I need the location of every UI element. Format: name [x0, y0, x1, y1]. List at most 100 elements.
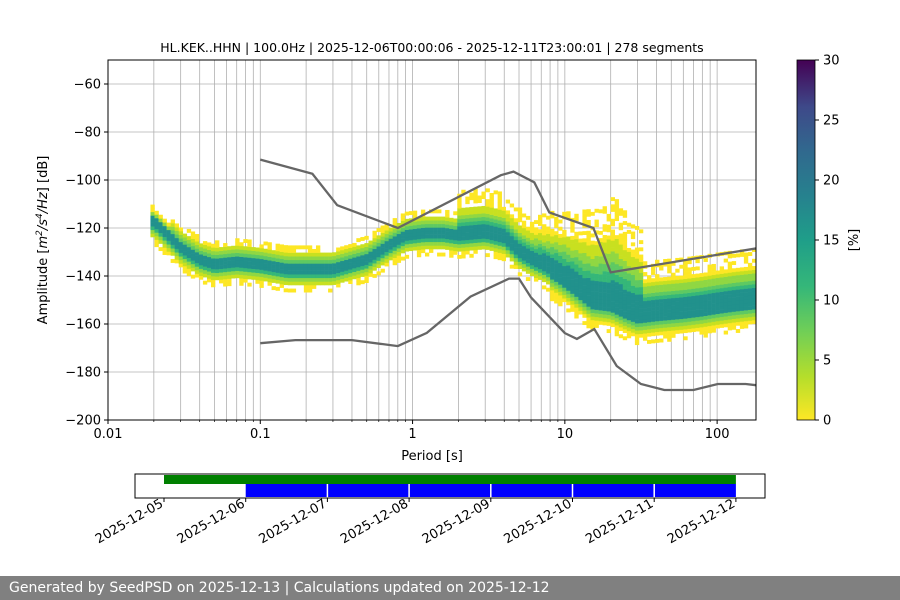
psd-cell	[727, 301, 733, 306]
psd-cell	[602, 263, 607, 268]
psd-cell	[715, 324, 720, 329]
psd-cell	[618, 251, 624, 256]
psd-cell	[715, 284, 720, 289]
psd-cell	[699, 323, 704, 328]
psd-cell	[578, 299, 583, 304]
psd-cell	[691, 313, 696, 318]
psd-cell	[348, 244, 353, 248]
psd-cell	[655, 331, 660, 336]
psd-cell	[570, 228, 575, 233]
psd-cell	[303, 285, 309, 289]
psd-cell	[634, 287, 640, 292]
psd-cell	[703, 333, 708, 338]
psd-cell	[291, 274, 297, 279]
psd-cell	[743, 320, 749, 325]
psd-cell	[162, 251, 167, 255]
psd-cell	[525, 215, 531, 220]
psd-cell	[219, 279, 224, 284]
psd-cell	[388, 231, 393, 236]
psd-cell	[429, 249, 434, 253]
psd-cell	[711, 271, 716, 276]
psd-cell	[384, 258, 389, 263]
psd-cell	[348, 265, 353, 270]
date-tick-label: 2025-12-10	[502, 496, 575, 547]
psd-cell	[352, 268, 357, 273]
psd-cell	[517, 218, 523, 223]
psd-cell	[683, 314, 688, 319]
psd-cell	[626, 334, 632, 339]
psd-cell	[610, 258, 616, 263]
psd-cell	[239, 267, 244, 272]
psd-cell	[586, 281, 591, 286]
psd-cell	[594, 244, 599, 249]
psd-cell	[348, 254, 353, 259]
psd-cell	[388, 256, 393, 261]
psd-cell	[271, 253, 276, 258]
psd-cell	[420, 209, 426, 214]
psd-cell	[178, 252, 184, 257]
psd-cell	[630, 332, 636, 337]
psd-cell	[566, 290, 571, 295]
psd-cell	[590, 309, 595, 314]
psd-cell	[586, 320, 591, 325]
psd-cell	[501, 235, 507, 240]
psd-cell	[396, 244, 402, 249]
psd-cell	[743, 317, 749, 322]
psd-cell	[505, 213, 511, 218]
psd-cell	[634, 290, 640, 295]
psd-cell	[638, 330, 644, 335]
psd-cell	[687, 289, 692, 293]
psd-cell	[562, 262, 567, 267]
psd-cell	[671, 305, 676, 310]
psd-cell	[570, 221, 575, 226]
psd-cell	[408, 247, 414, 252]
psd-cell	[642, 336, 648, 341]
psd-cell	[731, 315, 737, 319]
psd-cell	[251, 268, 256, 273]
colorbar	[796, 59, 816, 421]
psd-cell	[558, 273, 563, 278]
psd-cell	[437, 241, 442, 246]
psd-cell	[610, 218, 616, 223]
psd-cell	[566, 211, 571, 216]
psd-cell	[751, 284, 756, 288]
psd-cell	[679, 325, 684, 330]
psd-cell	[493, 240, 498, 245]
psd-cell	[489, 218, 494, 223]
psd-cell	[703, 312, 708, 316]
psd-cell	[586, 277, 591, 282]
psd-cell	[194, 262, 200, 267]
psd-cell	[655, 292, 660, 297]
psd-cell	[751, 291, 756, 296]
psd-cell	[360, 251, 365, 256]
psd-cell	[630, 314, 636, 319]
psd-cell	[711, 307, 716, 312]
psd-cell	[598, 266, 603, 271]
psd-cell	[590, 301, 595, 306]
psd-cell	[586, 284, 591, 289]
psd-cell	[461, 222, 466, 227]
psd-cell	[626, 283, 632, 288]
psd-cell	[719, 313, 725, 318]
psd-cell	[424, 223, 430, 228]
psd-cell	[287, 263, 293, 268]
psd-cell	[731, 268, 737, 273]
psd-cell	[614, 242, 620, 247]
psd-cell	[675, 297, 680, 302]
psd-cell	[311, 249, 317, 253]
psd-cell	[675, 290, 680, 295]
psd-cell	[408, 243, 414, 248]
psd-cell	[501, 221, 507, 226]
psd-cell	[400, 231, 406, 236]
psd-cell	[477, 220, 482, 225]
psd-cell	[485, 242, 490, 247]
psd-cell	[651, 321, 656, 326]
psd-cell	[546, 266, 551, 271]
psd-cell	[671, 297, 676, 302]
psd-cell	[356, 266, 361, 271]
psd-cell	[663, 316, 668, 321]
date-tick-label: 2025-12-06	[175, 496, 248, 547]
psd-cell	[655, 320, 660, 325]
psd-cell	[618, 316, 624, 321]
psd-cell	[606, 303, 611, 308]
